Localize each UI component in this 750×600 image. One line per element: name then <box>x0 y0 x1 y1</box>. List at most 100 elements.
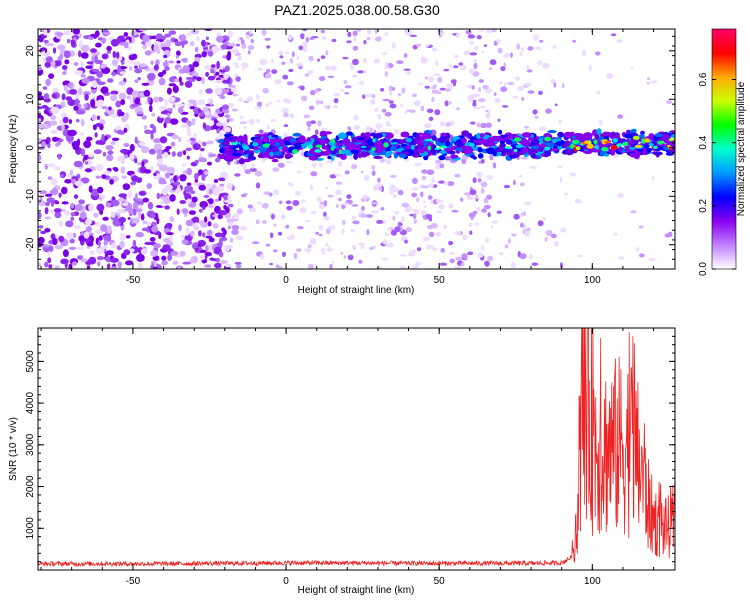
heatmap-cell <box>382 98 391 102</box>
colorbar-tick-label: 0.4 <box>698 135 709 149</box>
heatmap-cell <box>404 29 412 36</box>
heatmap-cell <box>315 144 323 148</box>
heatmap-cell <box>212 214 220 218</box>
heatmap-cell <box>223 126 232 133</box>
heatmap-cell <box>339 149 342 154</box>
heatmap-cell <box>192 242 200 250</box>
heatmap-cell <box>243 134 248 141</box>
heatmap-cell <box>439 163 445 169</box>
heatmap-cell <box>198 230 202 237</box>
heatmap-cell <box>231 229 239 235</box>
heatmap-cell <box>357 137 365 141</box>
heatmap-cell <box>222 121 227 128</box>
heatmap-cell <box>544 236 548 242</box>
heatmap-cell <box>159 105 167 111</box>
heatmap-cell <box>550 78 556 84</box>
heatmap-cell <box>286 81 294 86</box>
heatmap-cell <box>341 149 351 154</box>
heatmap-cell <box>118 216 127 223</box>
heatmap-cell <box>210 64 216 68</box>
heatmap-cell <box>271 69 278 74</box>
heatmap-cell <box>346 40 352 44</box>
heatmap-cell <box>347 254 354 261</box>
heatmap-cell <box>168 83 177 87</box>
heatmap-cell <box>642 148 647 155</box>
heatmap-cell <box>467 84 473 89</box>
heatmap-cell <box>331 261 335 264</box>
heatmap-cell <box>283 112 289 118</box>
colorbar-tick-label: 0.2 <box>698 198 709 212</box>
heatmap-cell <box>243 126 247 129</box>
heatmap-cell <box>69 238 75 244</box>
x-tick-label: 0 <box>283 275 289 286</box>
heatmap-cell <box>262 143 270 148</box>
heatmap-cell <box>483 44 488 47</box>
heatmap-cell <box>500 86 508 92</box>
heatmap-cell <box>205 245 209 252</box>
heatmap-cell <box>374 140 381 148</box>
heatmap-cell <box>309 238 317 245</box>
heatmap-cell <box>51 93 57 99</box>
heatmap-cell <box>425 44 430 47</box>
heatmap-cell <box>343 139 351 147</box>
heatmap-cell <box>231 224 240 231</box>
heatmap-cell <box>178 224 182 232</box>
heatmap-cell <box>147 96 151 104</box>
heatmap-cell <box>438 180 446 184</box>
heatmap-cell <box>292 132 302 137</box>
heatmap-cell <box>56 32 64 36</box>
heatmap-cell <box>191 217 198 222</box>
heatmap-cell <box>125 112 129 120</box>
heatmap-cell <box>334 189 342 196</box>
heatmap-cell <box>351 164 358 170</box>
heatmap-cell <box>519 222 524 228</box>
heatmap-cell <box>38 236 45 244</box>
heatmap-cell <box>414 162 422 167</box>
heatmap-cell <box>335 181 342 185</box>
heatmap-cell <box>306 120 312 128</box>
heatmap-cell <box>38 118 42 122</box>
heatmap-cell <box>297 226 304 230</box>
heatmap-cell <box>652 145 658 149</box>
heatmap-cell <box>670 134 675 139</box>
snr-ticks: -50 0 50 100 1000 2000 3000 4000 5000 <box>25 327 675 587</box>
heatmap-cell <box>285 224 290 229</box>
heatmap-cell <box>179 174 187 182</box>
heatmap-cell <box>139 63 147 68</box>
snr-ylabel: SNR (10 * v/v) <box>8 417 19 481</box>
heatmap-cell <box>231 142 239 146</box>
heatmap-cell <box>404 110 408 115</box>
heatmap-cell <box>454 230 462 236</box>
heatmap-cell <box>407 252 416 257</box>
heatmap-cell <box>115 100 122 108</box>
heatmap-cell <box>38 211 42 220</box>
heatmap-cell <box>349 65 355 70</box>
heatmap-cell <box>202 232 206 238</box>
heatmap-cell <box>510 262 516 269</box>
heatmap-cell <box>537 60 543 66</box>
heatmap-cell <box>74 204 83 212</box>
heatmap-cell <box>205 36 209 41</box>
figure-title: PAZ1.2025.038.00.58.G30 <box>274 2 440 18</box>
heatmap-cell <box>65 96 73 101</box>
heatmap-cell <box>44 216 52 220</box>
heatmap-cell <box>205 71 210 77</box>
heatmap-cell <box>181 42 185 48</box>
heatmap-cell <box>144 129 152 134</box>
heatmap-cell <box>89 250 95 255</box>
heatmap-cell <box>216 60 220 69</box>
heatmap-cell <box>43 98 51 103</box>
heatmap-cell <box>134 79 139 83</box>
heatmap-cell <box>219 95 226 100</box>
heatmap-cell <box>237 135 244 141</box>
heatmap-cell <box>259 58 268 66</box>
heatmap-cell <box>553 82 557 88</box>
heatmap-cell <box>329 65 337 71</box>
heatmap-cell <box>253 147 260 150</box>
heatmap-cell <box>420 57 428 64</box>
heatmap-cell <box>314 149 322 153</box>
heatmap-cell <box>404 206 412 213</box>
heatmap-cell <box>242 164 247 171</box>
heatmap-cell <box>100 224 108 232</box>
heatmap-cell <box>226 118 230 123</box>
